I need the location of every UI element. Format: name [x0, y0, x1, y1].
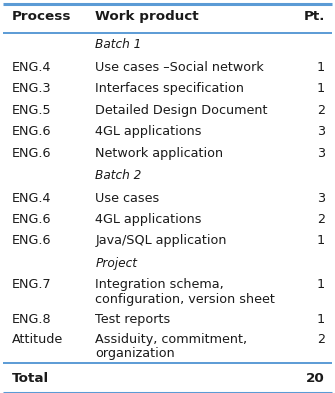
- Text: ENG.7: ENG.7: [12, 278, 51, 291]
- Text: 1: 1: [317, 235, 325, 248]
- Text: 20: 20: [306, 371, 325, 384]
- Text: Integration schema,: Integration schema,: [95, 278, 224, 291]
- Text: 3: 3: [317, 147, 325, 160]
- Text: ENG.6: ENG.6: [12, 235, 51, 248]
- Text: Network application: Network application: [95, 147, 223, 160]
- Text: Pt.: Pt.: [304, 10, 325, 23]
- Text: ENG.4: ENG.4: [12, 61, 51, 73]
- Text: Total: Total: [12, 371, 49, 384]
- Text: 1: 1: [317, 82, 325, 95]
- Text: 3: 3: [317, 125, 325, 138]
- Text: Batch 2: Batch 2: [95, 169, 142, 182]
- Text: configuration, version sheet: configuration, version sheet: [95, 292, 275, 305]
- Text: Interfaces specification: Interfaces specification: [95, 82, 245, 95]
- Text: ENG.6: ENG.6: [12, 125, 51, 138]
- Text: Test reports: Test reports: [95, 312, 171, 325]
- Text: 2: 2: [317, 332, 325, 345]
- Text: Detailed Design Document: Detailed Design Document: [95, 104, 268, 117]
- Text: Attitude: Attitude: [12, 332, 63, 345]
- Text: ENG.6: ENG.6: [12, 147, 51, 160]
- Text: 4GL applications: 4GL applications: [95, 125, 202, 138]
- Text: organization: organization: [95, 347, 175, 360]
- Text: Process: Process: [12, 10, 71, 23]
- Text: Use cases –Social network: Use cases –Social network: [95, 61, 264, 73]
- Text: 1: 1: [317, 61, 325, 73]
- Text: 4GL applications: 4GL applications: [95, 213, 202, 226]
- Text: ENG.8: ENG.8: [12, 312, 51, 325]
- Text: ENG.6: ENG.6: [12, 213, 51, 226]
- Text: 2: 2: [317, 213, 325, 226]
- Text: 2: 2: [317, 104, 325, 117]
- Text: ENG.3: ENG.3: [12, 82, 51, 95]
- Text: Assiduity, commitment,: Assiduity, commitment,: [95, 332, 248, 345]
- Text: 1: 1: [317, 312, 325, 325]
- Text: Use cases: Use cases: [95, 191, 160, 204]
- Text: ENG.4: ENG.4: [12, 191, 51, 204]
- Text: Work product: Work product: [95, 10, 199, 23]
- Text: Batch 1: Batch 1: [95, 38, 142, 51]
- Text: Java/SQL application: Java/SQL application: [95, 235, 227, 248]
- Text: ENG.5: ENG.5: [12, 104, 51, 117]
- Text: 1: 1: [317, 278, 325, 291]
- Text: Project: Project: [95, 257, 137, 270]
- Text: 3: 3: [317, 191, 325, 204]
